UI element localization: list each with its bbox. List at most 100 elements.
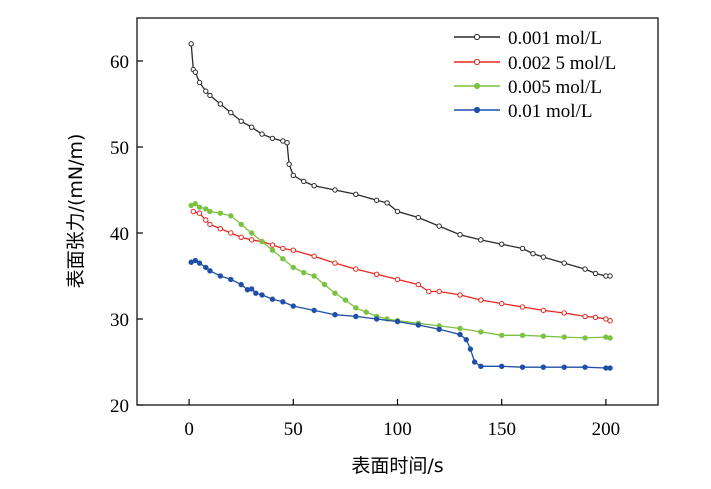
- data-point: [280, 245, 286, 252]
- data-point: [248, 124, 255, 130]
- data-point: [561, 310, 567, 316]
- data-point: [228, 230, 234, 236]
- data-point: [499, 332, 505, 339]
- data-point: [582, 364, 588, 370]
- y-tick-label: 50: [110, 138, 129, 159]
- data-point: [457, 232, 463, 238]
- data-point: [519, 245, 526, 252]
- data-point: [284, 140, 290, 146]
- data-point: [519, 364, 526, 370]
- data-point: [248, 286, 255, 292]
- data-point: [342, 297, 349, 303]
- data-point: [467, 346, 474, 352]
- data-point: [561, 334, 567, 340]
- data-point: [540, 307, 547, 314]
- data-point: [269, 242, 276, 248]
- data-point: [207, 208, 213, 215]
- data-point: [259, 131, 265, 137]
- data-point: [238, 118, 244, 124]
- data-point: [353, 191, 359, 198]
- data-point: [394, 318, 401, 325]
- y-tick-label: 40: [110, 224, 129, 245]
- data-point: [353, 266, 359, 272]
- data-point: [269, 247, 276, 253]
- data-point: [248, 237, 255, 243]
- x-axis-title: 表面时间/s: [351, 455, 443, 477]
- series-line: [193, 210, 611, 322]
- data-point: [311, 273, 317, 279]
- data-point: [353, 313, 359, 320]
- data-point: [207, 268, 213, 274]
- data-point: [415, 281, 422, 288]
- data-point: [607, 365, 613, 371]
- data-point: [471, 359, 478, 365]
- data-point: [238, 281, 244, 288]
- x-tick-label: 50: [284, 419, 303, 440]
- data-point: [290, 247, 296, 253]
- data-point: [499, 300, 505, 307]
- data-point: [301, 269, 307, 276]
- legend-swatch-marker: [473, 33, 481, 41]
- legend-swatch-marker: [473, 106, 481, 114]
- data-point: [269, 296, 276, 302]
- data-point: [217, 101, 224, 107]
- data-point: [373, 316, 380, 322]
- data-point: [244, 287, 251, 293]
- data-point: [228, 213, 234, 219]
- legend-swatch-marker: [473, 82, 481, 90]
- data-point: [332, 187, 338, 193]
- data-point: [217, 273, 224, 279]
- data-point: [207, 92, 213, 99]
- data-point: [259, 238, 265, 245]
- data-point: [196, 210, 203, 216]
- y-axis-title: 表面张力/(mN/m): [65, 134, 87, 289]
- series-line: [190, 259, 611, 369]
- data-point: [192, 257, 199, 264]
- data-point: [203, 206, 209, 212]
- data-point: [463, 336, 469, 343]
- data-point: [415, 214, 422, 221]
- data-point: [592, 270, 599, 277]
- data-point: [217, 226, 224, 232]
- legend-swatch-marker: [473, 58, 481, 66]
- data-point: [253, 290, 259, 296]
- data-point: [301, 178, 307, 185]
- data-point: [607, 273, 613, 279]
- data-point: [203, 264, 209, 271]
- data-point: [332, 260, 338, 266]
- data-point: [188, 41, 194, 47]
- data-point: [436, 223, 442, 229]
- y-tick-label: 60: [110, 52, 129, 73]
- data-point: [373, 197, 380, 204]
- data-point: [478, 329, 484, 335]
- data-point: [373, 271, 380, 277]
- data-point: [311, 253, 317, 259]
- data-point: [436, 326, 442, 333]
- axis-ticks: 0 50 100 150 200 20 30 40 50 60: [110, 52, 620, 440]
- data-point: [259, 292, 265, 298]
- x-tick-label: 150: [487, 419, 516, 440]
- x-tick-label: 0: [184, 419, 194, 440]
- data-point: [540, 364, 547, 370]
- data-point: [196, 260, 203, 266]
- data-point: [190, 208, 196, 215]
- data-point: [196, 79, 203, 86]
- data-point: [269, 135, 276, 142]
- data-point: [603, 334, 609, 340]
- data-point: [499, 363, 505, 369]
- data-point: [457, 325, 463, 332]
- data-point: [415, 322, 422, 328]
- data-point: [203, 88, 209, 94]
- data-point: [217, 210, 224, 216]
- data-point: [228, 109, 234, 116]
- data-point: [457, 292, 463, 298]
- series-layer: [188, 41, 613, 371]
- data-point: [311, 307, 317, 314]
- data-point: [384, 200, 390, 206]
- data-point: [286, 161, 292, 167]
- legend-label: 0.005 mol/L: [508, 77, 602, 98]
- y-tick-label: 20: [110, 396, 129, 417]
- data-point: [478, 297, 484, 303]
- data-point: [582, 335, 588, 341]
